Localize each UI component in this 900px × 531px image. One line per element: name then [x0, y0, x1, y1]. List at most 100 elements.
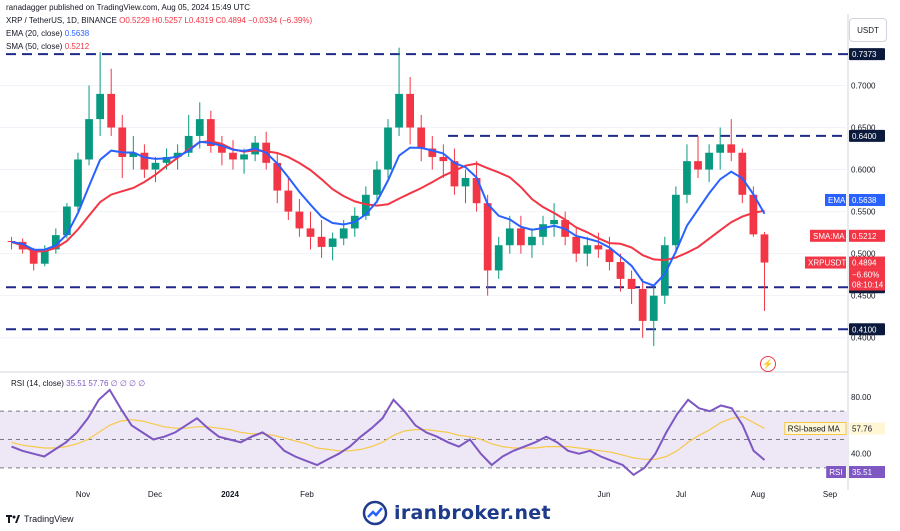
- rsi-ma-line: [11, 416, 765, 460]
- candle-body: [284, 190, 293, 212]
- symbol-ohlc-line: XRP / TetherUS, 1D, BINANCE O0.5229 H0.5…: [6, 16, 312, 25]
- candle-body: [505, 228, 514, 246]
- candle-body: [572, 236, 581, 254]
- candle-body: [494, 245, 503, 271]
- candle-body: [129, 152, 138, 157]
- rsi-tag-label-box: [826, 466, 846, 479]
- tradingview-footer: TradingView: [6, 514, 74, 524]
- candle-body: [749, 194, 758, 235]
- candle-body: [173, 152, 182, 157]
- candle-body: [528, 236, 536, 246]
- rsi-tag-value: 57.76: [852, 425, 873, 434]
- candle-body: [638, 288, 647, 321]
- candle-body: [384, 127, 392, 170]
- x-tick-label: Sep: [823, 490, 838, 499]
- x-tick-label: Jun: [598, 490, 611, 499]
- rsi-tag-name: RSI: [829, 468, 842, 477]
- x-tick-label: Dec: [148, 490, 162, 499]
- currency-unit[interactable]: USDT: [849, 18, 887, 42]
- alert-icon[interactable]: ⚡: [760, 356, 776, 372]
- candle-body: [738, 152, 747, 195]
- candle-body: [627, 278, 636, 289]
- candle-body: [63, 206, 71, 236]
- ema-legend-value: 0.5638: [64, 29, 90, 38]
- sma-legend-value: 0.5212: [64, 42, 90, 51]
- level-price-tag: [849, 323, 885, 336]
- candle-body: [7, 241, 16, 243]
- candle-body: [483, 203, 492, 271]
- candle-body: [118, 127, 127, 157]
- sma-legend: SMA (50, close) 0.5212: [6, 42, 89, 51]
- level-price-tag: [849, 129, 885, 142]
- brand-logo-icon: [362, 500, 388, 526]
- price-tag-value-box: [849, 193, 885, 206]
- candle-body: [417, 127, 426, 149]
- rsi-tick-label: 40.00: [851, 450, 872, 459]
- candle-body: [229, 152, 237, 160]
- candle-body: [74, 159, 82, 207]
- candle-body: [428, 148, 437, 157]
- y-tick-label: 0.4000: [851, 334, 876, 343]
- ema-legend: EMA (20, close) 0.5638: [6, 29, 89, 38]
- y-tick-label: 0.7000: [851, 81, 876, 90]
- price-change: −6.60%: [852, 271, 879, 280]
- y-tick-label: 0.6000: [851, 166, 876, 175]
- tradingview-label: TradingView: [24, 514, 74, 524]
- candle-body: [295, 211, 304, 229]
- candle-body: [184, 135, 193, 153]
- sma-legend-label: SMA (50, close): [6, 42, 63, 51]
- rsi-tag-value: 35.51: [852, 468, 873, 477]
- price-tag-name: EMA: [828, 196, 846, 205]
- candle-body: [373, 169, 381, 195]
- candle-body: [550, 220, 558, 225]
- x-tick-label: 2024: [221, 490, 239, 499]
- candle-body: [694, 161, 702, 170]
- candle-body: [649, 295, 658, 321]
- ema-line: [11, 140, 766, 287]
- candle-body: [760, 234, 769, 263]
- level-price-label: 0.7373: [852, 50, 877, 59]
- candle-body: [29, 249, 38, 264]
- rsi-tag-label-box: [784, 422, 847, 436]
- candle-body: [218, 146, 226, 153]
- candle-body: [328, 238, 337, 247]
- price-tag-value: 0.5638: [852, 196, 877, 205]
- candle-body: [583, 245, 592, 254]
- price-tag-value: 0.5212: [852, 232, 877, 241]
- candle-body: [240, 154, 248, 160]
- candle-body: [472, 177, 481, 204]
- candle-body: [594, 245, 603, 250]
- sma-line: [11, 140, 765, 262]
- candle-body: [140, 152, 149, 170]
- symbol-label: XRP / TetherUS, 1D, BINANCE: [6, 16, 117, 25]
- candle-body: [605, 249, 614, 263]
- candle-body: [727, 144, 736, 153]
- candle-body: [195, 119, 204, 136]
- price-tag-label-box: [805, 256, 846, 269]
- rsi-legend-values: 35.51 57.76 ∅ ∅ ∅ ∅: [66, 379, 146, 388]
- x-tick-label: Feb: [300, 490, 314, 499]
- y-tick-label: 0.6500: [851, 124, 876, 133]
- level-price-label: 0.6400: [852, 132, 877, 141]
- candle-body: [162, 156, 171, 163]
- price-tag-value-box: [849, 256, 885, 269]
- x-tick-label: Aug: [751, 490, 765, 499]
- candle-body: [107, 93, 116, 128]
- price-tag-label-box: [810, 229, 846, 242]
- candle-body: [539, 224, 547, 237]
- x-tick-label: Jul: [676, 490, 686, 499]
- y-tick-label: 0.5000: [851, 250, 876, 259]
- level-price-tag: [849, 48, 885, 61]
- candle-body: [96, 93, 104, 120]
- tradingview-logo-icon: [6, 515, 20, 523]
- ema-legend-label: EMA (20, close): [6, 29, 63, 38]
- price-tag-name: SMA:MA: [813, 232, 845, 241]
- published-line: ranadagger published on TradingView.com,…: [6, 3, 251, 12]
- price-tag-value: 0.4894: [852, 259, 877, 268]
- price-tag-label-box: [825, 193, 846, 206]
- candle-body: [716, 144, 725, 153]
- rsi-tag-value-box: [849, 422, 885, 435]
- ohlc-values: O0.5229 H0.5257 L0.4319 C0.4894 −0.0334 …: [119, 16, 313, 25]
- candle-body: [461, 177, 470, 187]
